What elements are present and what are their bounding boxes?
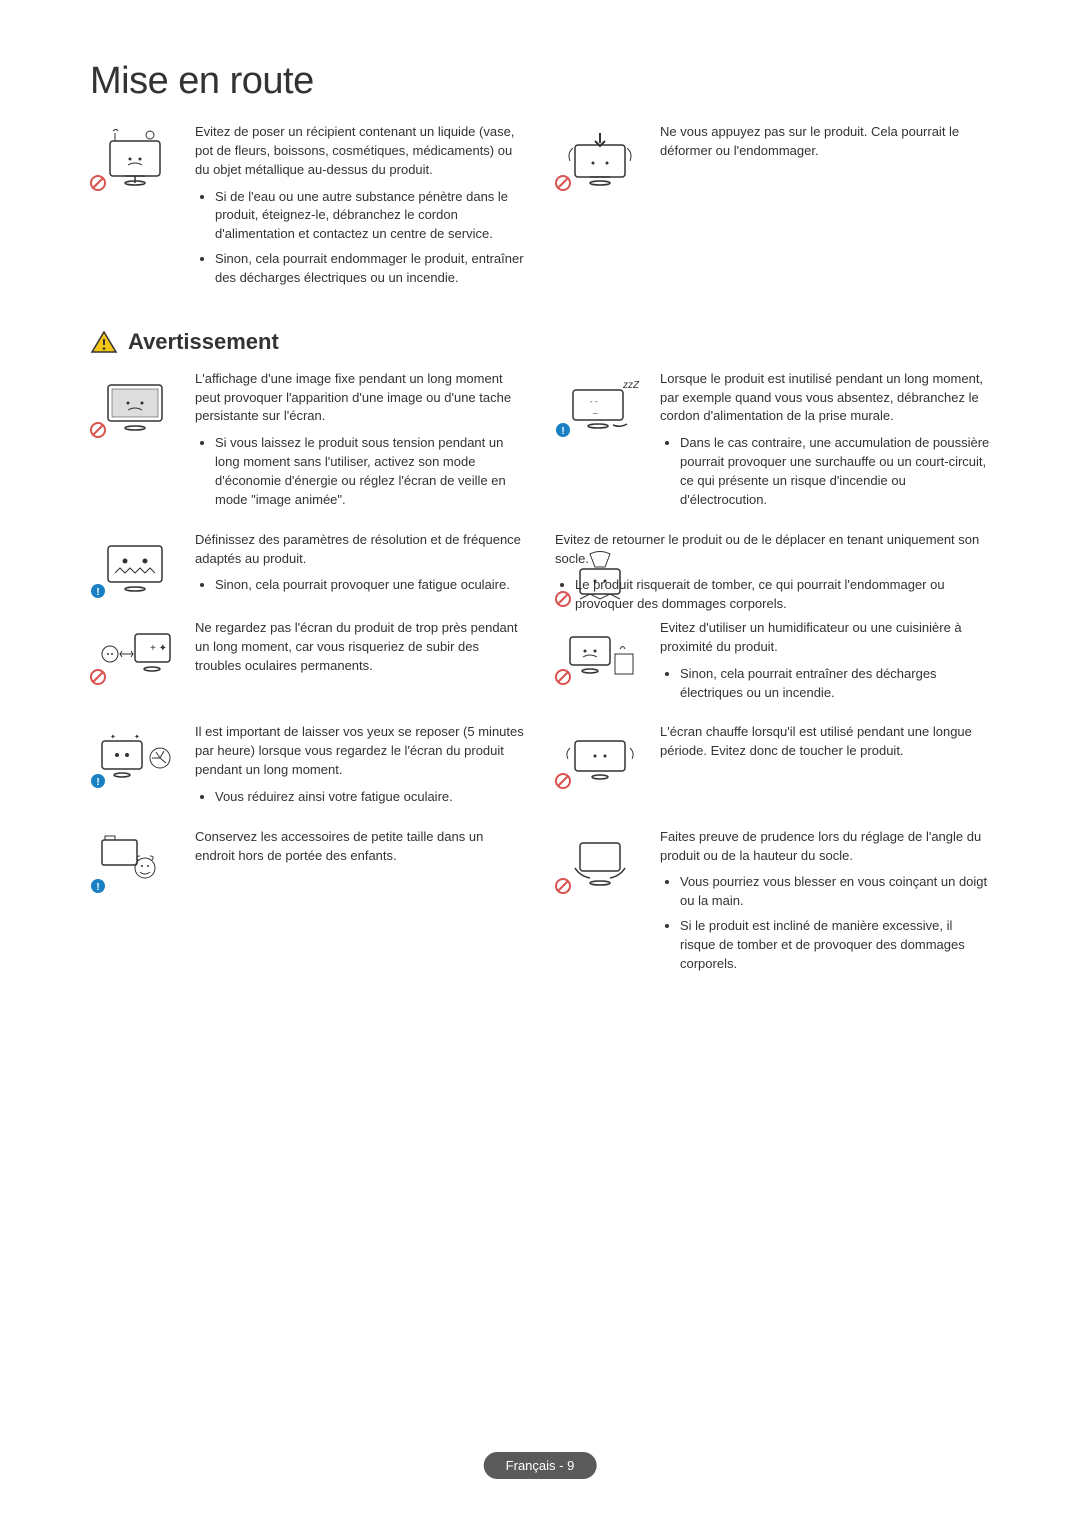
warning-row-3: ✦ ✦ ! Il est important de laisser vos ye… bbox=[90, 723, 990, 827]
svg-text:!: ! bbox=[96, 587, 99, 598]
item-lean: Ne vous appuyez pas sur le produit. Cela… bbox=[555, 123, 990, 193]
info-rest-icon: ✦ ✦ ! bbox=[90, 723, 180, 793]
svg-text:✦: ✦ bbox=[110, 733, 116, 741]
page-title: Mise en route bbox=[90, 60, 990, 103]
item-liquid-bullet-1: Si de l'eau ou une autre substance pénèt… bbox=[215, 188, 525, 245]
item-eyes: + ✦ Ne regardez pas l'écran du produit d… bbox=[90, 619, 525, 689]
item-unplug-text: Lorsque le produit est inutilisé pendant… bbox=[660, 370, 990, 427]
prohibit-liquid-icon bbox=[90, 123, 180, 193]
item-rest: ✦ ✦ ! Il est important de laisser vos ye… bbox=[90, 723, 525, 812]
svg-text:✦: ✦ bbox=[134, 733, 140, 741]
item-angle-bullet-2: Si le produit est incliné de manière exc… bbox=[680, 917, 990, 974]
prohibit-humidifier-icon bbox=[555, 619, 645, 689]
item-liquid-text: Evitez de poser un récipient contenant u… bbox=[195, 123, 525, 180]
warning-row-0: L'affichage d'une image fixe pendant un … bbox=[90, 370, 990, 531]
warning-triangle-icon bbox=[90, 330, 118, 354]
svg-text:+ ✦: + ✦ bbox=[150, 643, 167, 654]
info-resolution-icon: ! bbox=[90, 531, 180, 601]
warning-row-4: ! Conservez les accessoires de petite ta… bbox=[90, 828, 990, 995]
item-rest-text: Il est important de laisser vos yeux se … bbox=[195, 723, 525, 780]
item-resolution-bullet: Sinon, cela pourrait provoquer une fatig… bbox=[215, 576, 525, 595]
item-resolution: ! Définissez des paramètres de résolutio… bbox=[90, 531, 525, 602]
prohibit-burnin-icon bbox=[90, 370, 180, 440]
prohibit-hot-icon bbox=[555, 723, 645, 793]
prohibit-stand-icon bbox=[555, 539, 645, 609]
section-title: Avertissement bbox=[128, 329, 279, 355]
item-resolution-text: Définissez des paramètres de résolution … bbox=[195, 531, 525, 569]
warning-row-1: ! Définissez des paramètres de résolutio… bbox=[90, 531, 990, 619]
svg-text:_: _ bbox=[592, 405, 598, 414]
info-unplug-icon: - - _ zzZ ! bbox=[555, 370, 645, 440]
section-header: Avertissement bbox=[90, 329, 990, 355]
top-row: Evitez de poser un récipient contenant u… bbox=[90, 123, 990, 309]
item-angle: Faites preuve de prudence lors du réglag… bbox=[555, 828, 990, 980]
item-humidifier-text: Evitez d'utiliser un humidificateur ou u… bbox=[660, 619, 990, 657]
page-footer: Français - 9 bbox=[484, 1452, 597, 1479]
svg-text:!: ! bbox=[561, 426, 564, 437]
svg-text:!: ! bbox=[96, 882, 99, 893]
item-liquid: Evitez de poser un récipient contenant u… bbox=[90, 123, 525, 294]
item-hot-text: L'écran chauffe lorsqu'il est utilisé pe… bbox=[660, 723, 990, 761]
item-angle-bullet-1: Vous pourriez vous blesser en vous coinç… bbox=[680, 873, 990, 911]
svg-text:zzZ: zzZ bbox=[622, 380, 640, 391]
prohibit-angle-icon bbox=[555, 828, 645, 898]
item-burnin-text: L'affichage d'une image fixe pendant un … bbox=[195, 370, 525, 427]
svg-text:!: ! bbox=[96, 777, 99, 788]
info-accessories-icon: ! bbox=[90, 828, 180, 898]
item-unplug-bullet: Dans le cas contraire, une accumulation … bbox=[680, 434, 990, 509]
item-accessories: ! Conservez les accessoires de petite ta… bbox=[90, 828, 525, 898]
item-burnin-bullet: Si vous laissez le produit sous tension … bbox=[215, 434, 525, 509]
item-unplug: - - _ zzZ ! Lorsque le produit est inuti… bbox=[555, 370, 990, 516]
item-angle-text: Faites preuve de prudence lors du réglag… bbox=[660, 828, 990, 866]
item-rest-bullet: Vous réduirez ainsi votre fatigue oculai… bbox=[215, 788, 525, 807]
item-eyes-text: Ne regardez pas l'écran du produit de tr… bbox=[195, 619, 525, 676]
warning-row-2: + ✦ Ne regardez pas l'écran du produit d… bbox=[90, 619, 990, 723]
item-accessories-text: Conservez les accessoires de petite tail… bbox=[195, 828, 525, 866]
item-liquid-bullet-2: Sinon, cela pourrait endommager le produ… bbox=[215, 250, 525, 288]
prohibit-eyes-icon: + ✦ bbox=[90, 619, 180, 689]
item-humidifier-bullet: Sinon, cela pourrait entraîner des décha… bbox=[680, 665, 990, 703]
item-humidifier: Evitez d'utiliser un humidificateur ou u… bbox=[555, 619, 990, 708]
item-hot: L'écran chauffe lorsqu'il est utilisé pe… bbox=[555, 723, 990, 793]
item-lean-text: Ne vous appuyez pas sur le produit. Cela… bbox=[660, 123, 990, 161]
prohibit-lean-icon bbox=[555, 123, 645, 193]
item-burn-in: L'affichage d'une image fixe pendant un … bbox=[90, 370, 525, 516]
